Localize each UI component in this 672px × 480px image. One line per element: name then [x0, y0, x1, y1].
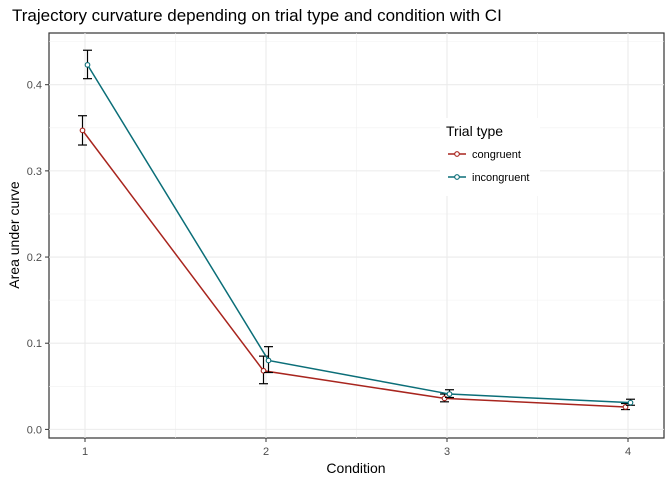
grid	[49, 33, 664, 438]
x-tick-label: 1	[82, 446, 88, 458]
legend-item-congruent: congruent	[448, 149, 521, 161]
series-line-congruent	[81, 129, 626, 408]
legend-title: Trial type	[446, 123, 503, 139]
data-point-congruent	[79, 127, 86, 134]
legend-background	[440, 118, 540, 196]
legend-key-point	[454, 174, 460, 180]
series-line-incongruent	[86, 64, 631, 404]
y-tick-label: 0.1	[27, 338, 42, 350]
data-point-incongruent	[446, 391, 453, 397]
data-point-incongruent	[265, 357, 272, 364]
data-point-congruent	[441, 395, 448, 402]
series-incongruent	[83, 49, 635, 406]
legend-item-incongruent: incongruent	[448, 172, 530, 184]
y-tick-label: 0.3	[27, 166, 42, 178]
x-tick-label: 3	[444, 446, 450, 458]
legend-key-point	[454, 151, 460, 157]
x-tick-label: 2	[263, 446, 269, 458]
series-layer	[78, 49, 635, 411]
x-tick-label: 4	[625, 446, 631, 458]
data-point-incongruent	[84, 62, 91, 68]
legend: Trial type congruent incongruent	[440, 118, 540, 196]
legend-label: congruent	[472, 149, 521, 161]
y-tick-label: 0.0	[27, 424, 42, 436]
axes: 0.0 0.1 0.2 0.3 0.4 1 2 3 4	[27, 80, 631, 458]
legend-label: incongruent	[472, 172, 530, 184]
chart-title: Trajectory curvature depending on trial …	[12, 6, 502, 25]
y-tick-label: 0.2	[27, 252, 42, 264]
y-tick-label: 0.4	[27, 80, 42, 92]
x-axis-title: Condition	[326, 460, 385, 476]
data-point-incongruent	[627, 399, 634, 406]
y-axis-title: Area under curve	[6, 181, 22, 289]
